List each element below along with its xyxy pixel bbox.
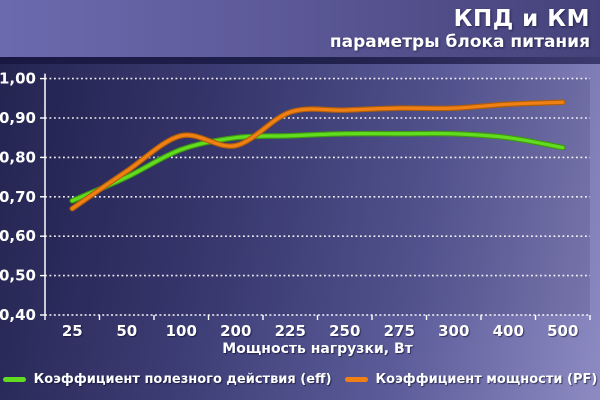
header-divider [0, 57, 600, 64]
x-axis-title: Мощность нагрузки, Вт [222, 341, 413, 357]
y-axis-label: 0,80 [0, 148, 36, 166]
legend-label-eff: Коэффициент полезного действия (eff) [33, 371, 332, 387]
x-axis-label: 225 [275, 322, 306, 340]
pf-series-swatch-icon [344, 376, 368, 382]
chart-legend: Коэффициент полезного действия (eff) Коэ… [0, 369, 600, 389]
y-axis-label: 0,40 [0, 306, 36, 324]
title-block: КПД и КМ параметры блока питания [330, 5, 590, 52]
legend-item-pf: Коэффициент мощности (PF) [344, 371, 598, 387]
x-axis-label: 275 [384, 322, 415, 340]
legend-item-eff: Коэффициент полезного действия (eff) [2, 371, 332, 387]
y-axis-label: 0,90 [0, 109, 36, 127]
eff-series-swatch-icon [2, 376, 26, 382]
x-axis-label: 500 [547, 322, 578, 340]
x-axis-label: 200 [220, 322, 251, 340]
x-axis-label: 25 [62, 322, 83, 340]
chart-title: КПД и КМ [453, 6, 590, 32]
x-axis-label: 300 [438, 322, 469, 340]
y-axis-label: 0,50 [0, 267, 36, 285]
x-axis-label: 50 [116, 322, 137, 340]
series-line-0 [70, 131, 565, 203]
y-axis-label: 1,00 [0, 70, 36, 88]
chart-header [0, 0, 600, 57]
y-axis-label: 0,60 [0, 227, 36, 245]
chart-subtitle: параметры блока питания [329, 32, 590, 52]
x-axis-label: 250 [329, 322, 360, 340]
x-axis-label: 400 [493, 322, 524, 340]
x-axis-label: 100 [166, 322, 197, 340]
series-line-1 [70, 100, 565, 211]
y-axis-label: 0,70 [0, 188, 36, 206]
legend-label-pf: Коэффициент мощности (PF) [375, 371, 598, 387]
